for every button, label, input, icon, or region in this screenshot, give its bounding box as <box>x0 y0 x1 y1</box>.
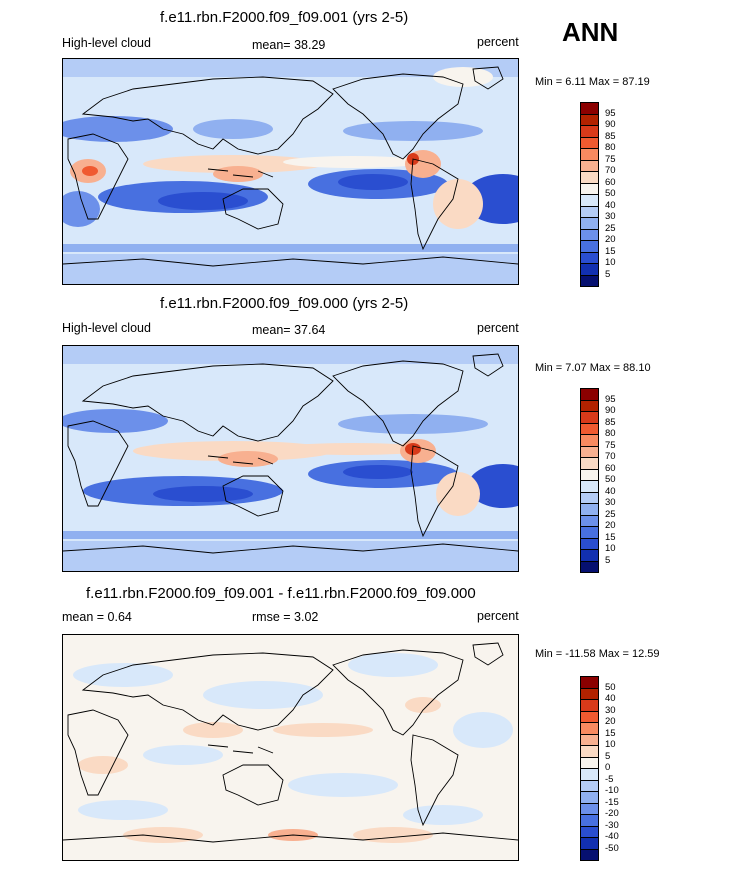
colorbar-tick-label: 70 <box>605 451 616 462</box>
panel-3-rmse-key: rmse = <box>252 610 291 624</box>
colorbar-tick-label: 75 <box>605 153 616 165</box>
panel-3-map <box>62 634 519 861</box>
colorbar-tick-label: 10 <box>605 739 616 750</box>
panel-3-minmax: Min = -11.58 Max = 12.59 <box>535 648 660 660</box>
colorbar-tick-label: 30 <box>605 497 616 508</box>
colorbar-swatch <box>580 848 599 861</box>
colorbar-tick-label: 80 <box>605 428 616 439</box>
panel-2-mean-value: 37.64 <box>294 323 326 337</box>
colorbar-tick-label: -15 <box>605 796 619 808</box>
colorbar-tick-label: 15 <box>605 245 616 257</box>
colorbar-tick-label: 85 <box>605 130 616 142</box>
colorbar-tick-label: 40 <box>605 693 616 704</box>
panel-1-coastlines <box>63 66 518 267</box>
colorbar-tick-label: 50 <box>605 474 616 485</box>
colorbar-tick-label: 5 <box>605 554 611 566</box>
colorbar-tick-label: 5 <box>605 750 611 762</box>
panel-3-coastlines <box>63 642 518 843</box>
colorbar-tick-label: 15 <box>605 727 616 739</box>
panel-1-contours <box>63 59 518 284</box>
colorbar-tick-label: 5 <box>605 268 611 280</box>
colorbar-tick-label: 85 <box>605 416 616 428</box>
colorbar-tick-label: 20 <box>605 520 616 531</box>
panel-2-map <box>62 345 519 572</box>
panel-3-units: percent <box>477 609 519 623</box>
colorbar-tick-label: 20 <box>605 716 616 727</box>
panel-3-rmse-label: rmse = 3.02 <box>252 610 318 624</box>
panel-2-coastlines <box>63 353 518 554</box>
colorbar-tick-label: 40 <box>605 485 616 497</box>
panel-1-variable-label: High-level cloud <box>62 36 151 50</box>
colorbar-tick-label: 90 <box>605 405 616 416</box>
panel-2-units: percent <box>477 321 519 335</box>
season-label: ANN <box>562 17 619 47</box>
colorbar-tick-label: 80 <box>605 142 616 153</box>
colorbar-tick-label: 15 <box>605 531 616 543</box>
colorbar-tick-label: -10 <box>605 785 619 796</box>
panel-2-variable-label: High-level cloud <box>62 321 151 335</box>
colorbar-tick-label: -5 <box>605 773 614 785</box>
colorbar-tick-label: 20 <box>605 234 616 245</box>
panel-1-map <box>62 58 519 285</box>
colorbar-tick-label: 30 <box>605 211 616 222</box>
panel-2-mean-key: mean= <box>252 323 291 337</box>
panel-3-rmse-value: 3.02 <box>294 610 319 624</box>
panel-3-title: f.e11.rbn.F2000.f09_f09.001 - f.e11.rbn.… <box>86 585 476 602</box>
panel-1-mean-value: 38.29 <box>294 38 326 52</box>
panel-2-minmax: Min = 7.07 Max = 88.10 <box>535 362 651 374</box>
colorbar-tick-label: 50 <box>605 681 616 693</box>
colorbar-tick-label: 70 <box>605 165 616 176</box>
colorbar-tick-label: 25 <box>605 222 616 234</box>
colorbar-tick-label: 25 <box>605 508 616 520</box>
colorbar-tick-label: 0 <box>605 762 611 773</box>
colorbar-tick-label: 10 <box>605 257 616 268</box>
colorbar-swatch <box>580 274 599 287</box>
colorbar-tick-label: 95 <box>605 393 616 405</box>
colorbar-tick-label: 75 <box>605 439 616 451</box>
colorbar-tick-label: 60 <box>605 462 616 474</box>
colorbar-tick-label: -30 <box>605 819 619 831</box>
colorbar-tick-label: 10 <box>605 543 616 554</box>
colorbar-tick-label: -20 <box>605 808 619 819</box>
colorbar-tick-label: -50 <box>605 842 619 854</box>
panel-3-contours <box>73 653 513 843</box>
panel-3-mean-label: mean = 0.64 <box>62 610 132 624</box>
colorbar-tick-label: -40 <box>605 831 619 842</box>
panel-2-mean-label: mean= 37.64 <box>252 323 325 337</box>
panel-2-contours <box>63 346 518 571</box>
colorbar-tick-label: 30 <box>605 704 616 716</box>
panel-1-title: f.e11.rbn.F2000.f09_f09.001 (yrs 2-5) <box>160 9 409 26</box>
colorbar-tick-label: 40 <box>605 199 616 211</box>
colorbar-tick-label: 50 <box>605 188 616 199</box>
panel-1-units: percent <box>477 35 519 49</box>
panel-2-title: f.e11.rbn.F2000.f09_f09.000 (yrs 2-5) <box>160 295 409 312</box>
colorbar-swatch <box>580 560 599 573</box>
colorbar-tick-label: 90 <box>605 119 616 130</box>
panel-1-minmax: Min = 6.11 Max = 87.19 <box>535 76 650 88</box>
panel-1-mean-label: mean= 38.29 <box>252 38 325 52</box>
colorbar-tick-label: 60 <box>605 176 616 188</box>
colorbar-tick-label: 95 <box>605 107 616 119</box>
panel-1-mean-key: mean= <box>252 38 291 52</box>
